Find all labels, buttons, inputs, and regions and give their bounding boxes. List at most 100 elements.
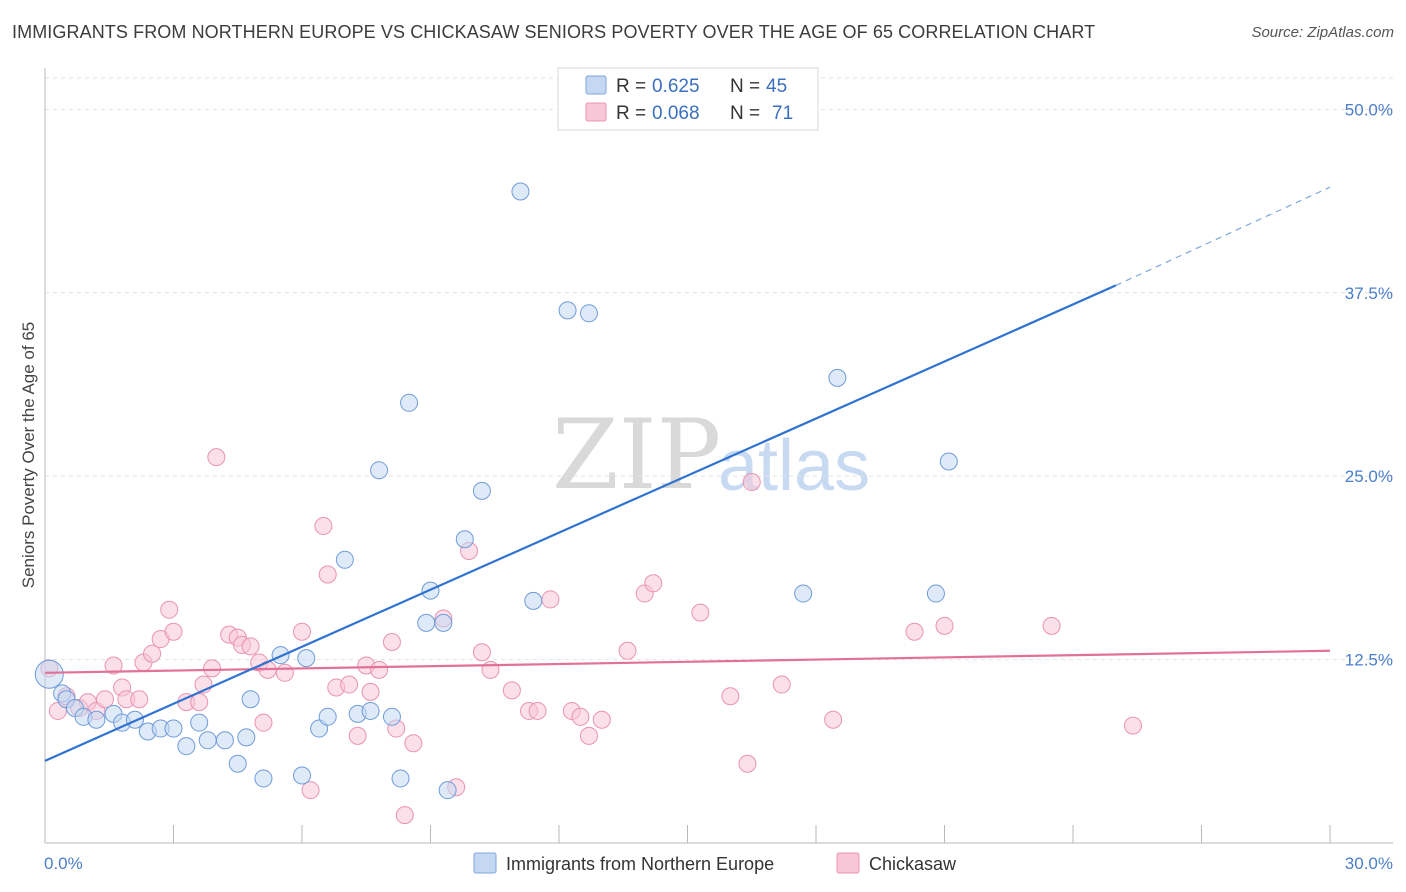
top-legend: R = 0.625 N = 45 R = 0.068 N = 71	[557, 67, 819, 131]
immigrants-point	[472, 481, 491, 500]
chickasaw-point	[1042, 616, 1061, 635]
gridlines	[45, 77, 1393, 661]
chart-title: IMMIGRANTS FROM NORTHERN EUROPE VS CHICK…	[12, 22, 1096, 42]
immigrants-point	[579, 304, 598, 323]
immigrants-point	[511, 182, 530, 201]
trend-lines	[44, 186, 1331, 762]
chickasaw-point	[824, 710, 843, 729]
immigrants-point	[241, 690, 260, 709]
chickasaw-point	[541, 590, 560, 609]
chickasaw-point	[738, 754, 757, 773]
chickasaw-point	[275, 663, 294, 682]
chickasaw-point	[404, 734, 423, 753]
y-axis-label: Seniors Poverty Over the Age of 65	[19, 322, 38, 588]
chickasaw-trend-line	[44, 649, 1331, 674]
immigrants-trend-line	[44, 284, 1117, 762]
bottom-legend: Immigrants from Northern Europe Chickasa…	[473, 852, 957, 874]
x-tick-label-min: 0.0%	[44, 854, 83, 873]
chickasaw-point	[528, 701, 547, 720]
immigrants-point	[198, 731, 217, 750]
bottom-legend-label-blue: Immigrants from Northern Europe	[506, 854, 774, 874]
chart-source: Source: ZipAtlas.com	[1251, 24, 1394, 41]
chickasaw-point	[579, 726, 598, 745]
legend-r-label-pink: R =	[616, 103, 646, 124]
chickasaw-point	[571, 707, 590, 726]
immigrants-point	[254, 769, 273, 788]
legend-n-label-blue: N =	[730, 76, 760, 97]
immigrants-point	[794, 584, 813, 603]
immigrants-point	[438, 781, 457, 800]
legend-n-value-blue: 45	[766, 76, 787, 97]
chickasaw-point	[318, 565, 337, 584]
chickasaw-point	[143, 644, 162, 663]
chickasaw-point	[935, 616, 954, 635]
immigrants-point	[228, 754, 247, 773]
chickasaw-point	[203, 659, 222, 678]
chickasaw-point	[314, 517, 333, 536]
bottom-legend-swatch-blue	[473, 852, 497, 874]
immigrants-point	[318, 707, 337, 726]
legend-r-value-blue: 0.625	[652, 76, 700, 97]
immigrants-point	[237, 728, 256, 747]
watermark-zip: ZIP	[552, 399, 721, 511]
immigrants-point	[524, 591, 543, 610]
chickasaw-point	[772, 675, 791, 694]
immigrants-point	[361, 701, 380, 720]
legend-swatch-blue	[585, 75, 607, 95]
chickasaw-point	[721, 687, 740, 706]
chickasaw-point	[644, 574, 663, 593]
immigrants-point	[391, 769, 410, 788]
bottom-legend-swatch-pink	[836, 852, 860, 874]
chickasaw-point	[472, 643, 491, 662]
watermark-atlas: atlas	[718, 426, 870, 506]
immigrants-point	[87, 710, 106, 729]
chickasaw-point	[361, 682, 380, 701]
chickasaw-point	[160, 600, 179, 619]
immigrants-point	[417, 613, 436, 632]
legend-r-value-pink: 0.068	[652, 103, 700, 124]
chickasaw-point	[190, 693, 209, 712]
chickasaw-point	[301, 781, 320, 800]
immigrants-point	[828, 368, 847, 387]
y-tick-label: 37.5%	[1345, 284, 1393, 303]
x-axis-ticks	[44, 825, 1331, 843]
immigrants-point	[400, 393, 419, 412]
immigrants-point	[164, 719, 183, 738]
chickasaw-point	[207, 448, 226, 467]
immigrants-point	[939, 452, 958, 471]
chickasaw-point	[241, 637, 260, 656]
y-tick-label: 25.0%	[1345, 467, 1393, 486]
immigrants-point	[293, 766, 311, 785]
immigrants-trend-extension	[1115, 186, 1331, 286]
y-axis-tick-labels: 12.5% 25.0% 37.5% 50.0%	[1345, 100, 1393, 669]
chickasaw-point	[905, 622, 924, 641]
chickasaw-point	[742, 473, 761, 492]
chickasaw-point	[395, 806, 414, 825]
immigrants-point	[455, 530, 474, 549]
chickasaw-point	[618, 641, 637, 660]
chickasaw-point	[691, 603, 710, 622]
immigrants-point	[434, 613, 453, 632]
chickasaw-point	[382, 632, 401, 651]
immigrants-point	[382, 707, 401, 726]
chickasaw-point	[104, 656, 123, 675]
immigrants-points	[34, 182, 958, 800]
immigrants-point	[215, 731, 234, 750]
legend-swatch-pink	[585, 102, 607, 122]
chickasaw-point	[1123, 716, 1142, 735]
legend-n-label-pink: N =	[730, 103, 760, 124]
immigrants-point	[335, 550, 354, 569]
y-tick-label: 12.5%	[1345, 651, 1393, 670]
chickasaw-point	[254, 713, 273, 732]
immigrants-point	[297, 649, 316, 668]
immigrants-point	[190, 713, 209, 732]
chickasaw-point	[340, 675, 359, 694]
immigrants-point	[926, 584, 945, 603]
chickasaw-point	[164, 622, 183, 641]
bottom-legend-label-pink: Chickasaw	[869, 854, 957, 874]
chickasaw-point	[481, 660, 500, 679]
x-tick-label-max: 30.0%	[1345, 854, 1393, 873]
legend-n-value-pink: 71	[772, 103, 793, 124]
legend-r-label-blue: R =	[616, 76, 646, 97]
